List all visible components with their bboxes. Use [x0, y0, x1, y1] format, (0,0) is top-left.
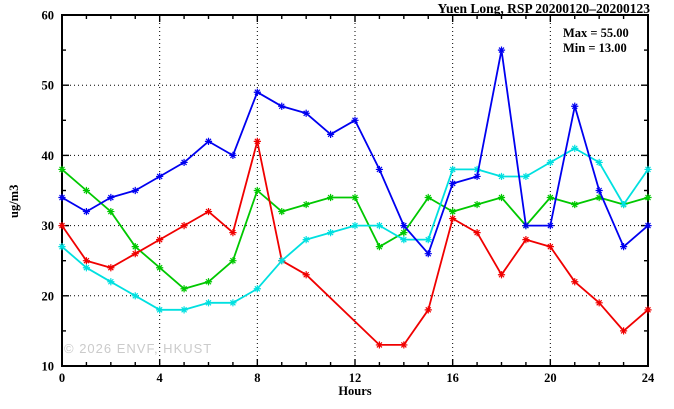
svg-text:8: 8: [254, 371, 260, 385]
y-axis-label: ug/m3: [7, 184, 21, 218]
svg-text:20: 20: [544, 371, 557, 385]
chart-title: Yuen Long, RSP 20200120–20200123: [437, 1, 650, 16]
svg-text:0: 0: [59, 371, 65, 385]
max-min-annotation: Max = 55.00 Min = 13.00: [563, 26, 629, 56]
svg-text:60: 60: [42, 9, 55, 23]
svg-text:20: 20: [42, 289, 55, 303]
svg-text:24: 24: [642, 371, 655, 385]
svg-text:16: 16: [446, 371, 459, 385]
watermark: © 2026 ENVF, HKUST: [64, 341, 213, 356]
svg-text:40: 40: [42, 149, 55, 163]
min-value-label: Min = 13.00: [563, 41, 627, 55]
svg-text:50: 50: [42, 79, 55, 93]
svg-text:10: 10: [42, 360, 55, 374]
x-axis-label: Hours: [338, 384, 372, 398]
max-value-label: Max = 55.00: [563, 26, 629, 40]
svg-text:12: 12: [349, 371, 362, 385]
svg-text:30: 30: [42, 219, 55, 233]
svg-text:4: 4: [157, 371, 164, 385]
